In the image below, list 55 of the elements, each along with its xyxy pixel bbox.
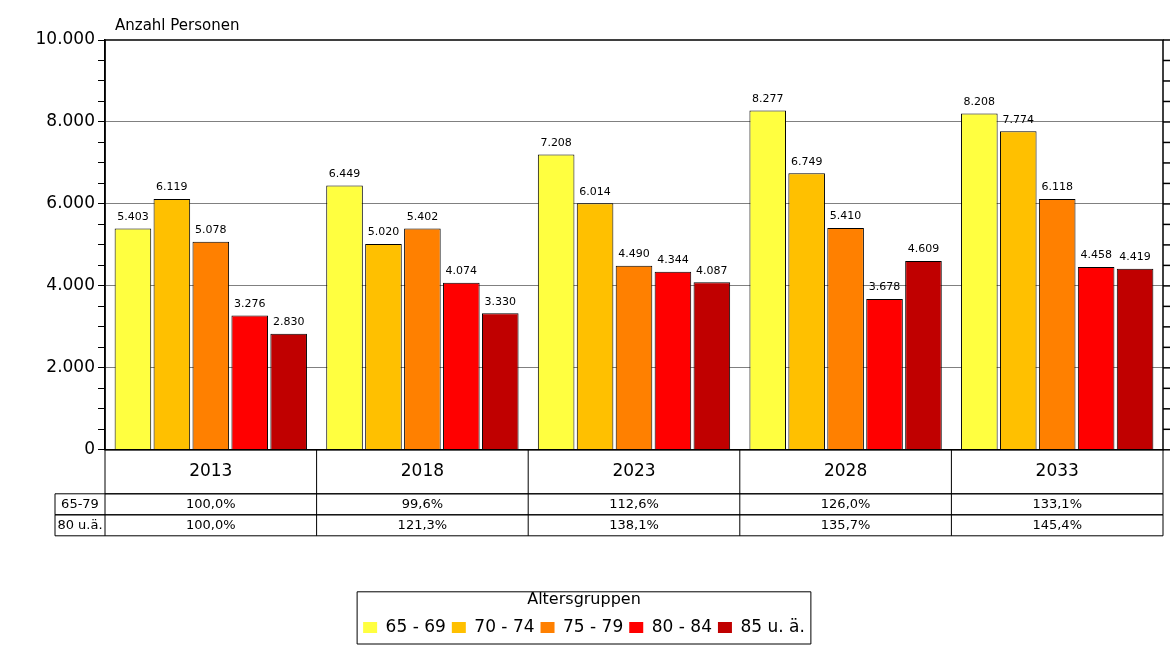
legend-label: 70 - 74 <box>474 615 535 636</box>
data-label: 6.449 <box>328 166 361 180</box>
legend-label: 65 - 69 <box>385 615 446 636</box>
data-label: 4.458 <box>1080 248 1112 262</box>
text: 138,1% <box>609 516 659 532</box>
data-label: 5.403 <box>117 209 149 223</box>
x-tick-label: 2018 <box>400 460 445 481</box>
text: 112,6% <box>609 495 659 511</box>
x-tick-label: 2023 <box>612 460 656 481</box>
text: 80 u.ä. <box>57 516 103 532</box>
data-label: 8.208 <box>963 94 996 108</box>
x-tick-label: 2013 <box>189 460 233 481</box>
data-label: 6.118 <box>1041 180 1073 194</box>
text: 135,7% <box>820 516 871 532</box>
data-label: 3.276 <box>233 296 266 310</box>
data-label: 8.277 <box>751 91 784 105</box>
text: 121,3% <box>397 516 448 532</box>
y-tick-label: 0 <box>84 438 95 459</box>
y-axis-title: Anzahl Personen <box>115 16 240 35</box>
data-label: 6.119 <box>156 180 188 194</box>
data-label: 7.208 <box>540 135 572 149</box>
data-label: 3.330 <box>484 294 517 308</box>
text: 65-79 <box>61 495 99 511</box>
data-label: 4.490 <box>618 247 650 261</box>
y-tick-label: 6.000 <box>46 192 95 213</box>
legend-label: 75 - 79 <box>563 615 624 636</box>
text: 126,0% <box>820 495 871 511</box>
text: 99,6% <box>401 495 444 511</box>
text: 133,1% <box>1032 495 1082 511</box>
y-tick-label: 4.000 <box>46 274 95 295</box>
data-label: 4.344 <box>657 253 689 267</box>
data-label: 4.087 <box>696 263 728 277</box>
data-label: 5.410 <box>829 209 862 223</box>
data-label: 3.678 <box>868 280 901 294</box>
text: 145,4% <box>1032 516 1082 532</box>
y-tick-label: 2.000 <box>46 356 95 377</box>
x-tick-label: 2033 <box>1035 460 1079 481</box>
text: 100,0% <box>186 516 236 532</box>
data-label: 4.419 <box>1119 250 1151 264</box>
legend-label: 80 - 84 <box>651 615 712 636</box>
data-label: 2.830 <box>272 315 305 329</box>
legend-label: 85 u. ä. <box>740 615 805 636</box>
y-tick-label: 10.000 <box>35 28 95 49</box>
data-label: 5.078 <box>195 223 227 237</box>
legend-title: Altersgruppen <box>527 588 641 608</box>
text: 100,0% <box>186 495 236 511</box>
data-label: 4.609 <box>907 242 940 256</box>
data-label: 5.020 <box>367 225 400 239</box>
y-tick-label: 8.000 <box>46 110 95 131</box>
data-label: 6.749 <box>790 154 823 168</box>
data-label: 4.074 <box>445 264 478 278</box>
data-label: 6.014 <box>579 184 611 198</box>
data-label: 7.774 <box>1002 112 1035 126</box>
x-tick-label: 2028 <box>823 460 868 481</box>
data-label: 5.402 <box>406 209 439 223</box>
